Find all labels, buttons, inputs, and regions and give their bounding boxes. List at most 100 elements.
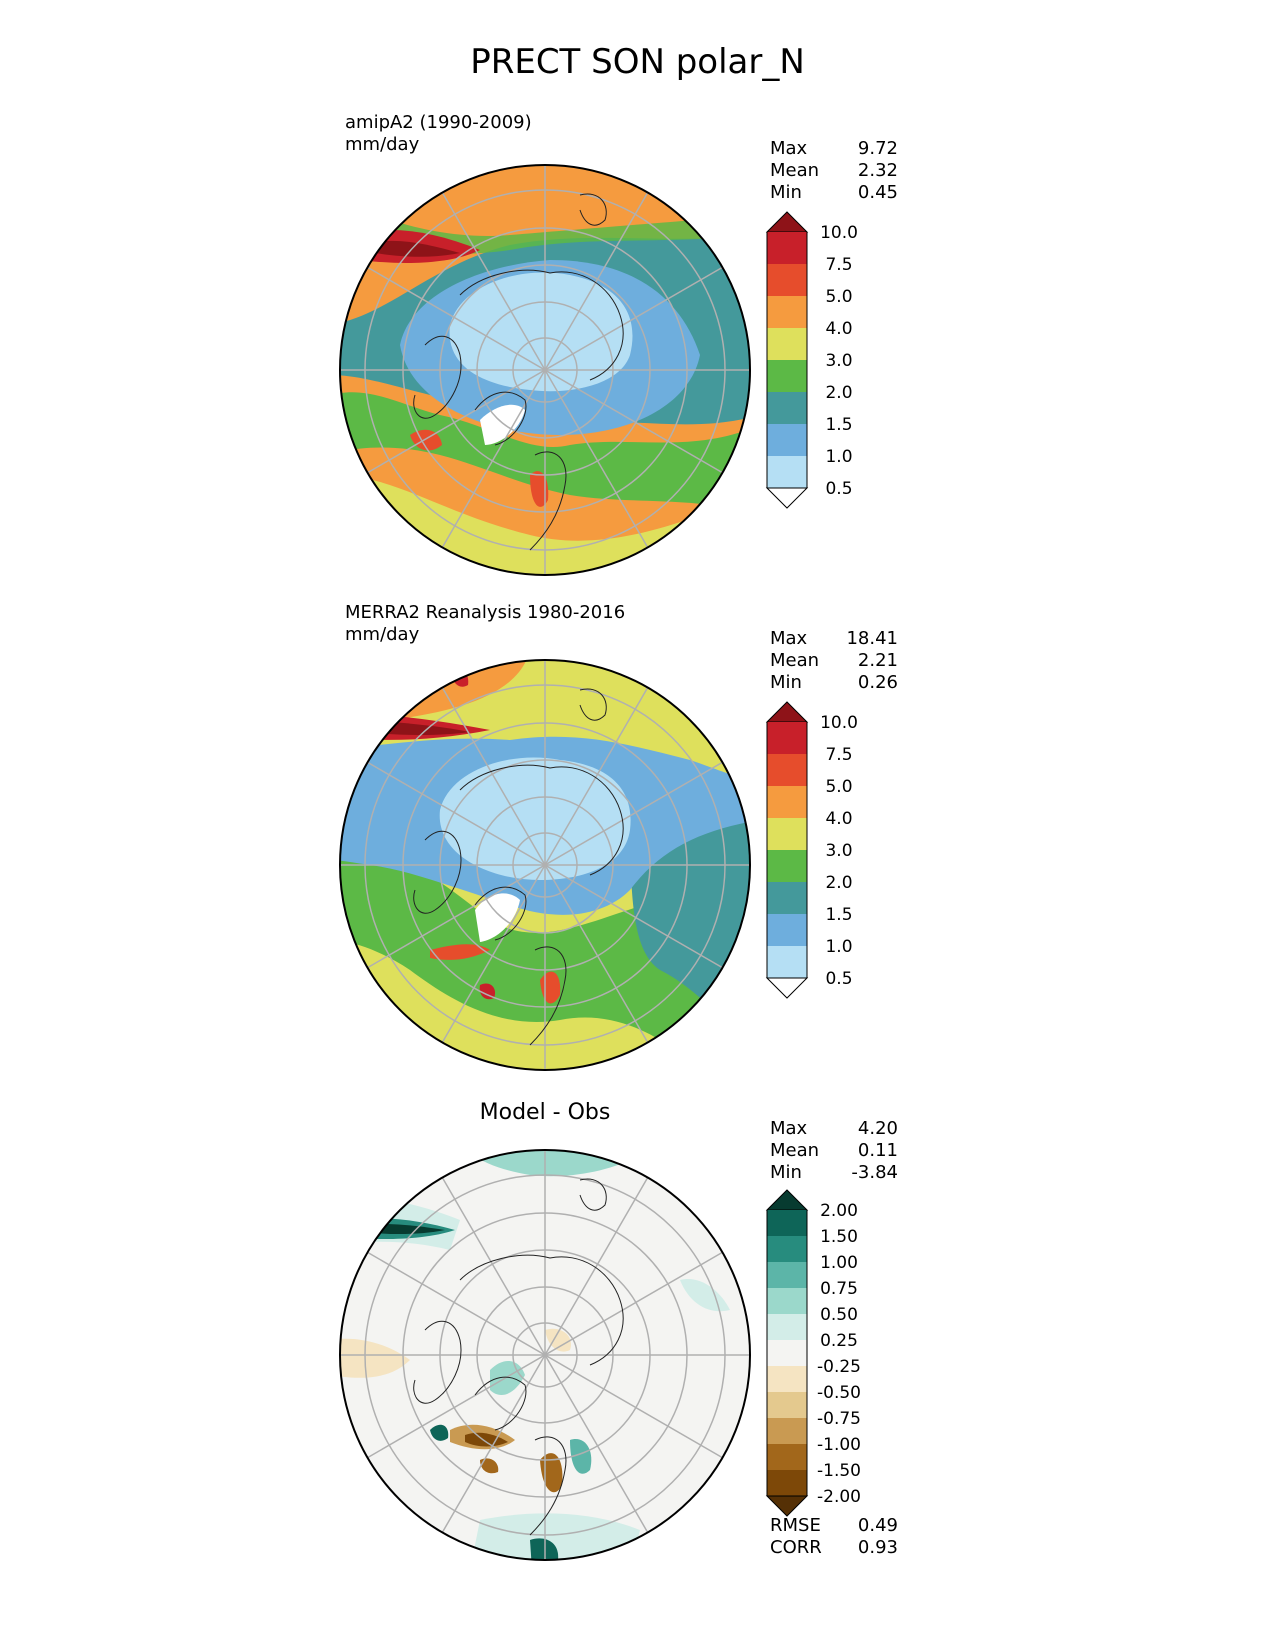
stat-value: 0.26 bbox=[857, 672, 898, 693]
colorbar-swatch bbox=[767, 1236, 807, 1263]
metric-value: 0.49 bbox=[857, 1515, 898, 1536]
colorbar-swatch bbox=[767, 818, 807, 851]
metric-label: CORR bbox=[770, 1537, 822, 1558]
colorbar-tick-label: 2.0 bbox=[825, 873, 852, 893]
obs-stats: Max 18.41 Mean 2.21 Min 0.26 bbox=[770, 628, 898, 694]
colorbar-swatch bbox=[767, 1470, 807, 1497]
colorbar-tick-label: 0.50 bbox=[820, 1305, 858, 1325]
colorbar-tick-label: 5.0 bbox=[825, 287, 852, 307]
stat-value: 9.72 bbox=[857, 138, 898, 159]
obs-title-line1: MERRA2 Reanalysis 1980-2016 bbox=[345, 602, 626, 623]
stat-row: Max 4.20 bbox=[770, 1118, 898, 1140]
stat-label: Mean bbox=[770, 1140, 820, 1161]
colorbar-swatch bbox=[767, 1366, 807, 1393]
colorbar-extend-max bbox=[765, 1189, 809, 1211]
colorbar-tick-label: 2.0 bbox=[825, 383, 852, 403]
stat-value: 4.20 bbox=[857, 1118, 898, 1139]
colorbar-swatch bbox=[767, 1392, 807, 1419]
colorbar-tick-label: 2.00 bbox=[820, 1201, 858, 1221]
diff-panel-title: Model - Obs bbox=[479, 1100, 611, 1125]
colorbar-swatch bbox=[767, 754, 807, 787]
stat-row: Min 0.26 bbox=[770, 672, 898, 694]
stat-label: Mean bbox=[770, 160, 820, 181]
diff-stats: Max 4.20 Mean 0.11 Min -3.84 bbox=[770, 1118, 898, 1184]
model-title-line1: amipA2 (1990-2009) bbox=[345, 112, 532, 133]
colorbar-tick-label: 0.25 bbox=[820, 1331, 858, 1351]
metric-row: RMSE 0.49 bbox=[770, 1515, 898, 1537]
colorbar-outline bbox=[766, 232, 808, 488]
colorbar-tick-label: 1.00 bbox=[820, 1253, 858, 1273]
obs-units: mm/day bbox=[345, 624, 420, 645]
colorbar-tick-label: 1.0 bbox=[825, 447, 852, 467]
colorbar-extend-max bbox=[765, 211, 809, 233]
colorbar-tick-label: 5.0 bbox=[825, 777, 852, 797]
colorbar-swatch bbox=[767, 1418, 807, 1445]
colorbar-extend-min bbox=[765, 977, 809, 999]
stat-label: Min bbox=[770, 672, 802, 693]
stat-row: Max 18.41 bbox=[770, 628, 898, 650]
colorbar-swatch bbox=[767, 1210, 807, 1237]
colorbar-tick-label: 3.0 bbox=[825, 351, 852, 371]
stat-row: Mean 0.11 bbox=[770, 1140, 898, 1162]
colorbar-tick-label: 1.5 bbox=[825, 415, 852, 435]
stat-row: Min -3.84 bbox=[770, 1162, 898, 1184]
colorbar-swatch bbox=[767, 264, 807, 297]
stat-row: Mean 2.32 bbox=[770, 160, 898, 182]
stat-label: Min bbox=[770, 182, 802, 203]
diff-colorbar: 2.00 1.50 1.00 0.75 0.50 0.25 -0.25 -0.50 -0.75 -… bbox=[765, 1189, 861, 1517]
colorbar-tick-label: 7.5 bbox=[825, 745, 852, 765]
colorbar-swatch bbox=[767, 456, 807, 489]
colorbar-swatch bbox=[767, 882, 807, 915]
stat-value: 2.21 bbox=[857, 650, 898, 671]
colorbar-swatch bbox=[767, 360, 807, 393]
colorbar-tick-label: 10.0 bbox=[820, 223, 858, 243]
colorbar-outline bbox=[766, 722, 808, 978]
figure-title: PRECT SON polar_N bbox=[470, 42, 805, 82]
stat-label: Max bbox=[770, 1118, 808, 1139]
model-polar-map bbox=[339, 164, 751, 576]
obs-polar-map bbox=[339, 659, 751, 1071]
colorbar-extend-max bbox=[765, 701, 809, 723]
diff-metrics: RMSE 0.49 CORR 0.93 bbox=[770, 1515, 898, 1559]
colorbar-tick-label: -1.00 bbox=[817, 1435, 861, 1455]
colorbar-swatch bbox=[767, 1314, 807, 1341]
colorbar-tick-label: 0.5 bbox=[825, 479, 852, 499]
colorbar-swatch bbox=[767, 1340, 807, 1367]
colorbar-tick-label: 10.0 bbox=[820, 713, 858, 733]
model-colorbar: 10.0 7.5 5.0 4.0 3.0 2.0 1.5 1.0 0.5 bbox=[765, 211, 858, 509]
colorbar-tick-label: 4.0 bbox=[825, 809, 852, 829]
stat-label: Min bbox=[770, 1162, 802, 1183]
colorbar-tick-label: -0.25 bbox=[817, 1357, 861, 1377]
colorbar-swatch bbox=[767, 946, 807, 979]
colorbar-swatch bbox=[767, 328, 807, 361]
model-units: mm/day bbox=[345, 134, 420, 155]
metric-row: CORR 0.93 bbox=[770, 1537, 898, 1559]
colorbar-tick-label: 3.0 bbox=[825, 841, 852, 861]
colorbar-extend-min bbox=[765, 487, 809, 509]
diff-polar-map bbox=[339, 1149, 751, 1561]
colorbar-swatch bbox=[767, 850, 807, 883]
colorbar-tick-label: -0.50 bbox=[817, 1383, 861, 1403]
colorbar-outline bbox=[766, 1210, 808, 1496]
stat-value: 0.45 bbox=[857, 182, 898, 203]
stat-row: Mean 2.21 bbox=[770, 650, 898, 672]
stat-value: 2.32 bbox=[857, 160, 898, 181]
obs-colorbar: 10.0 7.5 5.0 4.0 3.0 2.0 1.5 1.0 0.5 bbox=[765, 701, 858, 999]
colorbar-tick-label: 1.50 bbox=[820, 1227, 858, 1247]
colorbar-swatch bbox=[767, 1444, 807, 1471]
model-stats: Max 9.72 Mean 2.32 Min 0.45 bbox=[770, 138, 898, 204]
colorbar-tick-label: -1.50 bbox=[817, 1461, 861, 1481]
colorbar-swatch bbox=[767, 296, 807, 329]
colorbar-tick-label: 1.5 bbox=[825, 905, 852, 925]
colorbar-swatch bbox=[767, 232, 807, 265]
colorbar-tick-label: 4.0 bbox=[825, 319, 852, 339]
stat-row: Min 0.45 bbox=[770, 182, 898, 204]
metric-label: RMSE bbox=[770, 1515, 821, 1536]
colorbar-swatch bbox=[767, 1288, 807, 1315]
colorbar-tick-label: -0.75 bbox=[817, 1409, 861, 1429]
stat-value: 18.41 bbox=[846, 628, 898, 649]
colorbar-tick-label: -2.00 bbox=[817, 1487, 861, 1507]
colorbar-extend-min bbox=[765, 1495, 809, 1517]
colorbar-swatch bbox=[767, 786, 807, 819]
stat-row: Max 9.72 bbox=[770, 138, 898, 160]
